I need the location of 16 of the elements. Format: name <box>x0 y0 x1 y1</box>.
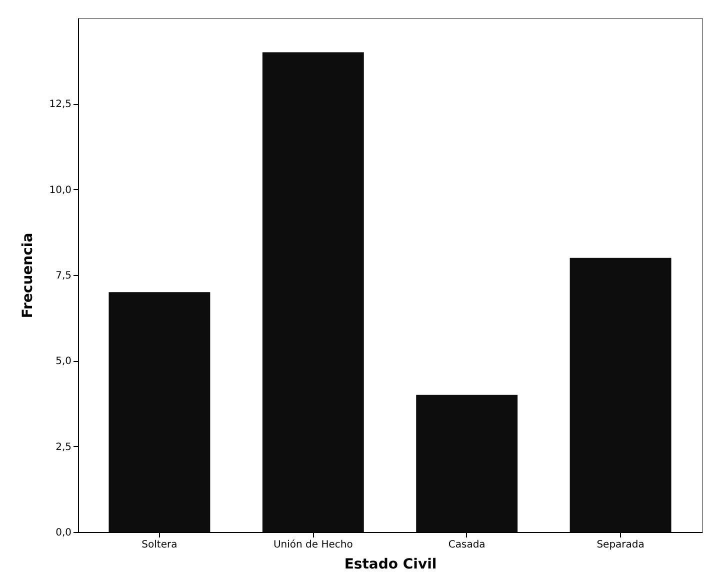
x-tick-label: Unión de Hecho <box>273 540 353 550</box>
bar <box>262 52 364 532</box>
x-tick-label: Casada <box>448 540 486 550</box>
x-tick-label: Soltera <box>142 540 178 550</box>
y-tick-label: 5,0 <box>56 356 72 368</box>
y-tick-label: 2,5 <box>56 442 72 453</box>
bar <box>416 394 518 532</box>
y-tick-label: 12,5 <box>49 99 72 110</box>
x-tick-label: Separada <box>596 540 644 550</box>
x-axis-title: Estado Civil <box>344 556 437 572</box>
y-tick-label: 7,5 <box>56 270 72 282</box>
y-tick-label: 10,0 <box>49 184 72 196</box>
y-tick-label: 0,0 <box>56 528 72 538</box>
bar <box>108 292 210 532</box>
y-axis-title: Frecuencia <box>20 232 36 318</box>
bar <box>570 258 672 532</box>
